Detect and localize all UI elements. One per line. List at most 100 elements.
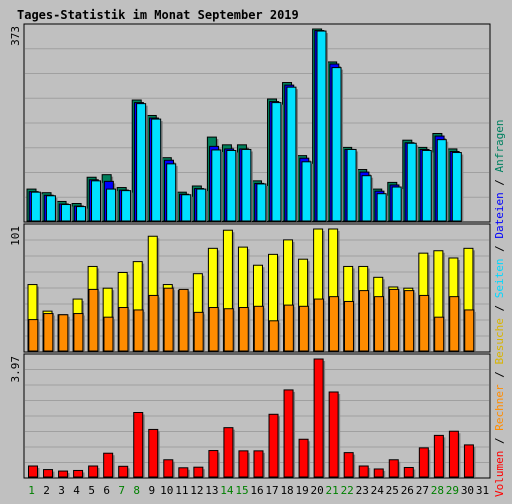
bar-seiten-day-4 [75,206,86,222]
bar-seiten-day-5 [91,180,102,222]
x-tick-label: 29 [446,484,459,497]
bar-rechner-day-10 [163,287,174,352]
x-tick-label: 31 [476,484,489,497]
bar-seiten-day-16 [256,183,267,222]
bar-seiten-day-23 [361,175,372,222]
bar-volumen-day-26 [403,466,414,478]
bar-rechner-day-1 [28,319,39,352]
bar-volumen-day-16 [253,450,264,478]
x-tick-label: 13 [205,484,218,497]
bar-seiten-day-28 [436,139,447,222]
bar-volumen-day-7 [118,465,129,478]
bar-volumen-day-22 [343,452,354,478]
panel-max-label: 373 [9,26,22,46]
bar-rechner-day-23 [359,290,370,352]
legend-item-dateien: Dateien [493,192,506,238]
bar-seiten-day-2 [45,195,56,222]
legend-item-besuche: Besuche [493,318,506,364]
x-tick-label: 2 [43,484,50,497]
x-tick-label: 26 [401,484,414,497]
bar-rechner-day-26 [404,290,415,352]
x-tick-label: 8 [133,484,140,497]
bar-seiten-day-12 [196,188,207,222]
x-tick-label: 7 [118,484,125,497]
bar-seiten-day-24 [376,193,387,222]
bar-volumen-day-30 [463,444,474,478]
bar-rechner-day-22 [343,300,354,352]
bar-rechner-day-18 [283,304,294,352]
bar-rechner-day-2 [43,313,54,352]
bar-volumen-day-12 [193,466,204,478]
bar-volumen-day-24 [373,468,384,478]
bar-rechner-day-5 [88,288,99,352]
bar-seiten-day-21 [331,67,342,222]
bar-seiten-day-1 [30,191,41,222]
legend-separator: / [493,172,506,192]
x-tick-label: 9 [148,484,155,497]
series-rechner [28,287,476,352]
x-tick-label: 12 [190,484,203,497]
bar-seiten-day-9 [151,118,162,222]
x-tick-label: 21 [326,484,339,497]
bar-volumen-day-28 [433,434,444,478]
panel-top: 373 [9,23,491,223]
bar-seiten-day-13 [211,149,222,222]
legend-separator: / [493,431,506,451]
bar-rechner-day-3 [58,314,69,352]
x-axis-labels: 1 2 3 4 5 6 7 8 9 10 11 12 13 14 15 16 17 18 19 20 21 22 23 24 2… [28,484,489,497]
bar-volumen-day-21 [328,391,339,478]
bar-rechner-day-30 [464,309,475,352]
bar-rechner-day-19 [298,305,309,352]
x-tick-label: 15 [235,484,248,497]
bar-volumen-day-14 [223,427,234,478]
bar-rechner-day-13 [208,307,219,352]
legend: Volumen / Rechner / Besuche / Seiten / D… [493,119,506,497]
bar-rechner-day-21 [328,296,339,352]
x-tick-label: 14 [220,484,234,497]
bar-seiten-day-27 [421,149,432,222]
bar-rechner-day-24 [374,296,385,352]
bar-rechner-day-4 [73,313,84,352]
bar-volumen-day-3 [58,470,69,478]
bar-seiten-day-22 [346,148,357,222]
bar-volumen-day-11 [178,467,189,478]
bar-volumen-day-15 [238,450,249,478]
bar-seiten-day-3 [60,204,71,222]
chart-title: Tages-Statistik im Monat September 2019 [17,8,299,22]
bar-seiten-day-29 [451,152,462,222]
legend-item-seiten: Seiten [493,259,506,299]
bar-volumen-day-10 [163,459,174,478]
bar-rechner-day-16 [253,305,264,352]
bar-seiten-day-7 [121,190,132,222]
bar-rechner-day-12 [193,311,204,352]
series-volumen [28,358,476,478]
bar-rechner-day-11 [178,288,189,352]
bar-seiten-day-19 [301,161,312,222]
bar-rechner-day-9 [148,294,159,352]
bar-rechner-day-17 [268,320,279,352]
bar-volumen-day-1 [28,465,38,478]
bar-volumen-day-6 [103,452,114,478]
bar-volumen-day-9 [148,428,159,478]
panel-max-label: 101 [9,226,22,246]
legend-separator: / [493,365,506,385]
x-tick-label: 18 [280,484,293,497]
x-tick-label: 6 [103,484,110,497]
x-tick-label: 23 [356,484,369,497]
bar-seiten-day-6 [106,188,117,222]
bar-volumen-day-5 [88,465,99,478]
bar-rechner-day-28 [434,316,445,352]
bar-rechner-day-15 [238,307,249,352]
bar-volumen-day-8 [133,412,144,478]
x-tick-label: 24 [371,484,385,497]
legend-separator: / [493,239,506,259]
bar-seiten-day-20 [316,30,327,222]
x-tick-label: 17 [265,484,278,497]
x-tick-label: 10 [160,484,173,497]
bar-volumen-day-13 [208,450,219,478]
legend-item-rechner: Rechner [493,384,506,431]
x-tick-label: 5 [88,484,95,497]
panel-middle: 101 [9,223,491,353]
